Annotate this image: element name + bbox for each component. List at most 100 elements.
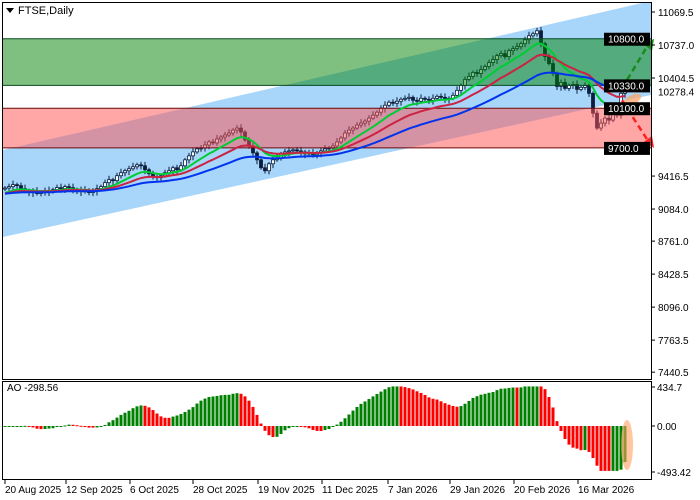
bear-candle-body [427, 98, 431, 101]
ao-bar [75, 425, 79, 427]
ao-bar [327, 426, 331, 430]
ao-bar [391, 386, 395, 426]
bull-candle-body [455, 89, 459, 96]
ao-bar [331, 426, 335, 427]
bear-candle-body [175, 167, 179, 171]
ao-bar [395, 386, 399, 426]
ao-bar [99, 426, 103, 427]
candle [419, 94, 423, 104]
bull-candle-body [267, 163, 271, 172]
ao-bar [575, 426, 579, 449]
ao-bar [287, 426, 291, 429]
ao-bar [11, 426, 15, 427]
bear-candle-body [15, 184, 19, 187]
ao-bar [607, 426, 611, 471]
bull-candle-body [387, 101, 391, 106]
candle [7, 183, 11, 191]
ao-bar [283, 426, 287, 431]
ao-bar [167, 417, 171, 426]
ao-bar [207, 396, 211, 426]
moving-average-line [4, 71, 625, 195]
ao-bar [543, 389, 547, 426]
level-label-box [604, 32, 650, 46]
candle [263, 163, 267, 174]
ao-bar [523, 386, 527, 426]
x-tick-label: 20 Aug 2025 [5, 485, 62, 496]
x-tick-label: 16 Mar 2026 [578, 485, 635, 496]
ao-bar [427, 397, 431, 426]
y-tick-label: 8428.5 [658, 270, 689, 281]
price-zone [3, 38, 651, 86]
current-price-label: 10278.4 [658, 88, 695, 99]
y-tick-label: 7763.5 [658, 336, 689, 347]
ao-bar [407, 388, 411, 426]
y-tick-label: 7440.5 [658, 368, 689, 379]
x-tick-label: 6 Oct 2025 [130, 485, 179, 496]
ao-bar [451, 405, 455, 426]
x-tick-label: 19 Nov 2025 [258, 485, 315, 496]
candle [407, 93, 411, 102]
ao-bar [275, 426, 279, 437]
y-tick-label: 8096.0 [658, 303, 689, 314]
ao-tick-label: -493.42 [657, 468, 691, 479]
ao-tick-label: 0.00 [657, 422, 677, 433]
ao-bar [107, 422, 111, 426]
ao-bar [263, 426, 267, 431]
ao-bar [131, 408, 135, 426]
ao-bar [299, 426, 303, 427]
ao-bar [423, 394, 427, 426]
ao-bar [531, 386, 535, 426]
bull-candle-body [287, 150, 291, 153]
level-label: 10800.0 [608, 35, 645, 46]
ao-bar [383, 389, 387, 426]
ao-bar [559, 426, 563, 431]
ao-bar [147, 407, 151, 426]
bear-candle-body [415, 99, 419, 102]
bull-candle-body [531, 33, 535, 37]
ao-name: AO [7, 383, 22, 394]
candle [107, 175, 111, 187]
x-tick-label: 28 Oct 2025 [193, 485, 248, 496]
ao-bar [119, 414, 123, 426]
candle [127, 165, 131, 176]
bear-candle-body [111, 179, 115, 182]
ao-bar [303, 426, 307, 428]
ao-bar [411, 389, 415, 426]
ao-bar [139, 405, 143, 426]
candle [535, 27, 539, 37]
ao-bar [591, 426, 595, 458]
candle [387, 100, 391, 108]
ao-bar [223, 394, 227, 426]
ao-bar [259, 423, 263, 426]
candle [267, 161, 271, 175]
ao-bar [499, 388, 503, 426]
bull-candle-body [291, 149, 295, 152]
ao-bar [271, 426, 275, 438]
ao-bar [599, 426, 603, 471]
ao-bar [555, 421, 559, 426]
ao-bar [31, 426, 35, 428]
ao-bar [63, 425, 67, 427]
ao-bar [87, 426, 91, 428]
ao-bar [527, 386, 531, 426]
ao-bar [463, 403, 467, 426]
ao-bar [203, 398, 207, 426]
ao-bar [155, 413, 159, 426]
ao-bar [583, 426, 587, 450]
ao-bar [183, 412, 187, 426]
ao-bar [319, 426, 323, 432]
ao-bar [419, 392, 423, 426]
triangle-down-icon[interactable] [6, 8, 14, 13]
candle [183, 157, 187, 169]
ao-bar [95, 426, 99, 428]
ao-bar [515, 387, 519, 426]
x-tick-label: 12 Sep 2025 [66, 485, 123, 496]
ao-bar [355, 407, 359, 426]
bear-candle-body [439, 95, 443, 98]
bull-candle-body [579, 86, 583, 90]
ao-bar [587, 426, 591, 452]
bear-candle-body [67, 186, 71, 189]
ao-bar [135, 406, 139, 426]
ao-bar [379, 391, 383, 426]
